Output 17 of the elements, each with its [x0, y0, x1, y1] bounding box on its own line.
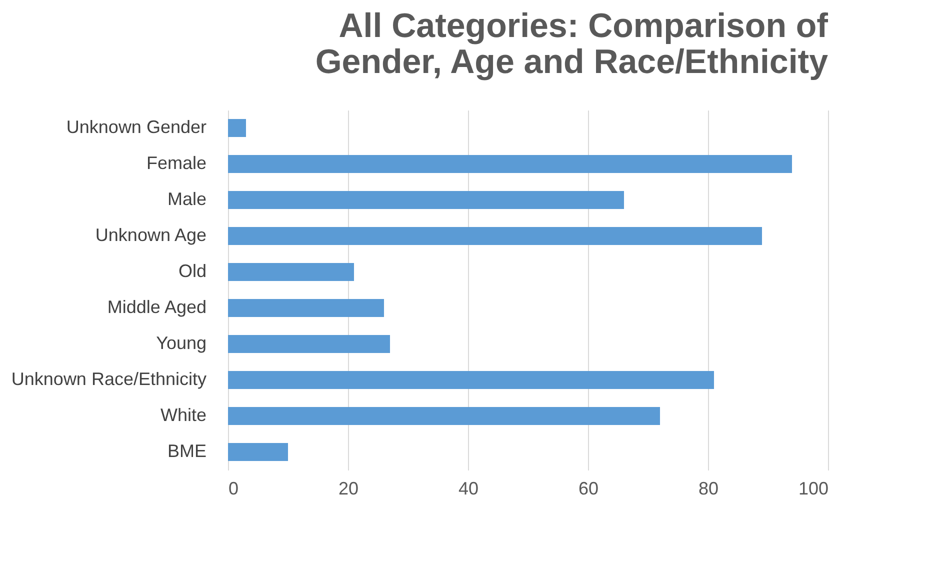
y-tick-label: BME — [167, 441, 206, 461]
chart-title: All Categories: Comparison of Gender, Age and Race/Ethnicity — [315, 7, 829, 81]
x-tick-label: 100 — [798, 478, 828, 498]
y-tick-label: Young — [156, 333, 206, 353]
y-tick-label: Male — [167, 189, 206, 209]
x-tick-label: 60 — [578, 478, 599, 498]
x-tick-label: 40 — [458, 478, 479, 498]
y-tick-label: Middle Aged — [107, 297, 206, 317]
y-tick-label: Old — [178, 261, 206, 281]
x-tick-label: 80 — [698, 478, 719, 498]
x-tick-label: 20 — [338, 478, 359, 498]
y-tick-label: Unknown Gender — [66, 117, 206, 137]
y-tick-label: Unknown Race/Ethnicity — [11, 369, 206, 389]
x-tick-label: 0 — [228, 478, 239, 498]
y-tick-label: White — [160, 405, 206, 425]
y-tick-label: Female — [146, 153, 206, 173]
y-tick-label: Unknown Age — [95, 225, 206, 245]
